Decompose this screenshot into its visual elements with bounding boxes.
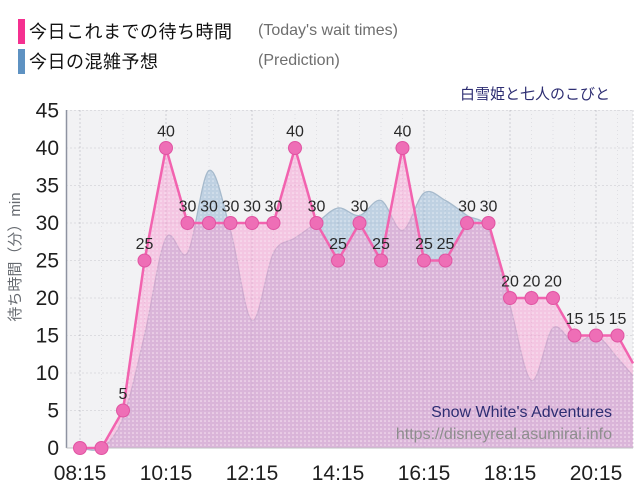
x-tick-label: 12:15	[226, 462, 279, 485]
data-point-marker	[546, 291, 560, 305]
legend-label-prediction-en: (Prediction)	[258, 52, 340, 69]
data-point-marker	[266, 216, 281, 230]
footer-attraction-name: Snow White's Adventures	[431, 404, 612, 421]
y-tick-label: 10	[36, 362, 59, 385]
data-point-marker	[589, 328, 603, 343]
point-label: 20	[501, 274, 519, 291]
legend-label-actual: 今日これまでの待ち時間	[29, 22, 233, 42]
point-label: 25	[136, 236, 154, 253]
x-tick-label: 20:15	[570, 462, 623, 485]
y-tick-label: 30	[36, 212, 59, 235]
actual-markers	[73, 141, 625, 455]
y-tick-label: 15	[36, 325, 59, 348]
data-point-marker	[288, 141, 302, 155]
point-label: 30	[222, 199, 240, 216]
legend-swatch-prediction	[18, 48, 25, 74]
data-point-marker	[94, 441, 109, 455]
y-tick-label: 5	[47, 400, 59, 423]
data-point-marker	[481, 216, 496, 230]
y-tick-label: 40	[36, 137, 59, 160]
data-point-marker	[395, 141, 410, 155]
data-point-marker	[524, 291, 539, 305]
legend-row-actual: 今日これまでの待ち時間	[18, 18, 233, 44]
point-label: 40	[286, 124, 304, 141]
data-point-marker	[352, 216, 367, 230]
x-tick-label: 08:15	[54, 462, 107, 485]
x-tick-labels: 08:15 10:15 12:15 14:15 16:15 18:15 20:15	[54, 462, 623, 485]
x-tick-label: 14:15	[312, 462, 365, 485]
y-tick-label: 35	[36, 175, 59, 198]
data-point-marker	[503, 291, 517, 305]
data-point-marker	[309, 216, 324, 230]
point-label: 30	[200, 199, 218, 216]
point-label: 30	[480, 199, 498, 216]
point-label: 30	[179, 199, 197, 216]
y-tick-label: 25	[36, 250, 59, 273]
data-point-marker	[460, 216, 474, 230]
data-point-marker	[159, 141, 173, 155]
data-point-marker	[202, 216, 216, 230]
legend-swatch-actual	[18, 18, 25, 44]
data-point-marker	[374, 253, 388, 268]
data-point-marker	[438, 253, 453, 268]
y-tick-labels: 0 5 10 15 20 25 30 35 40 45	[36, 100, 59, 461]
legend-label-actual-en: (Today's wait times)	[258, 22, 398, 39]
point-label: 15	[566, 311, 584, 328]
legend-label-prediction: 今日の混雑予想	[29, 52, 159, 72]
x-tick-label: 18:15	[484, 462, 537, 485]
point-label: 30	[458, 199, 476, 216]
point-label: 40	[157, 124, 175, 141]
point-label: 25	[372, 236, 390, 253]
point-label: 40	[394, 124, 412, 141]
data-point-marker	[73, 441, 87, 455]
point-label: 30	[265, 199, 283, 216]
data-point-marker	[180, 216, 195, 230]
x-tick-label: 10:15	[140, 462, 193, 485]
attraction-title: 白雪姫と七人のこびと	[459, 86, 610, 103]
data-point-marker	[116, 403, 130, 418]
y-tick-label: 45	[36, 100, 59, 123]
point-label: 25	[437, 236, 455, 253]
point-label: 30	[308, 199, 326, 216]
y-tick-label: 0	[47, 437, 59, 460]
data-point-marker	[417, 253, 431, 268]
data-point-marker	[331, 253, 345, 268]
point-label: 15	[587, 311, 605, 328]
y-tick-label: 20	[36, 287, 59, 310]
point-label: 20	[523, 274, 541, 291]
point-label: 30	[243, 199, 261, 216]
data-point-marker	[610, 328, 625, 343]
data-point-marker	[245, 216, 259, 230]
legend-row-prediction: 今日の混雑予想	[18, 48, 159, 74]
data-point-marker	[137, 253, 152, 268]
data-point-marker	[567, 328, 582, 343]
data-point-marker	[223, 216, 238, 230]
footer-url: https://disneyreal.asumirai.info	[395, 426, 612, 443]
point-label: 5	[119, 386, 128, 403]
point-label: 25	[329, 236, 347, 253]
x-tick-label: 16:15	[398, 462, 451, 485]
point-label: 30	[351, 199, 369, 216]
point-label: 25	[415, 236, 433, 253]
point-label: 20	[544, 274, 562, 291]
point-label: 15	[609, 311, 627, 328]
